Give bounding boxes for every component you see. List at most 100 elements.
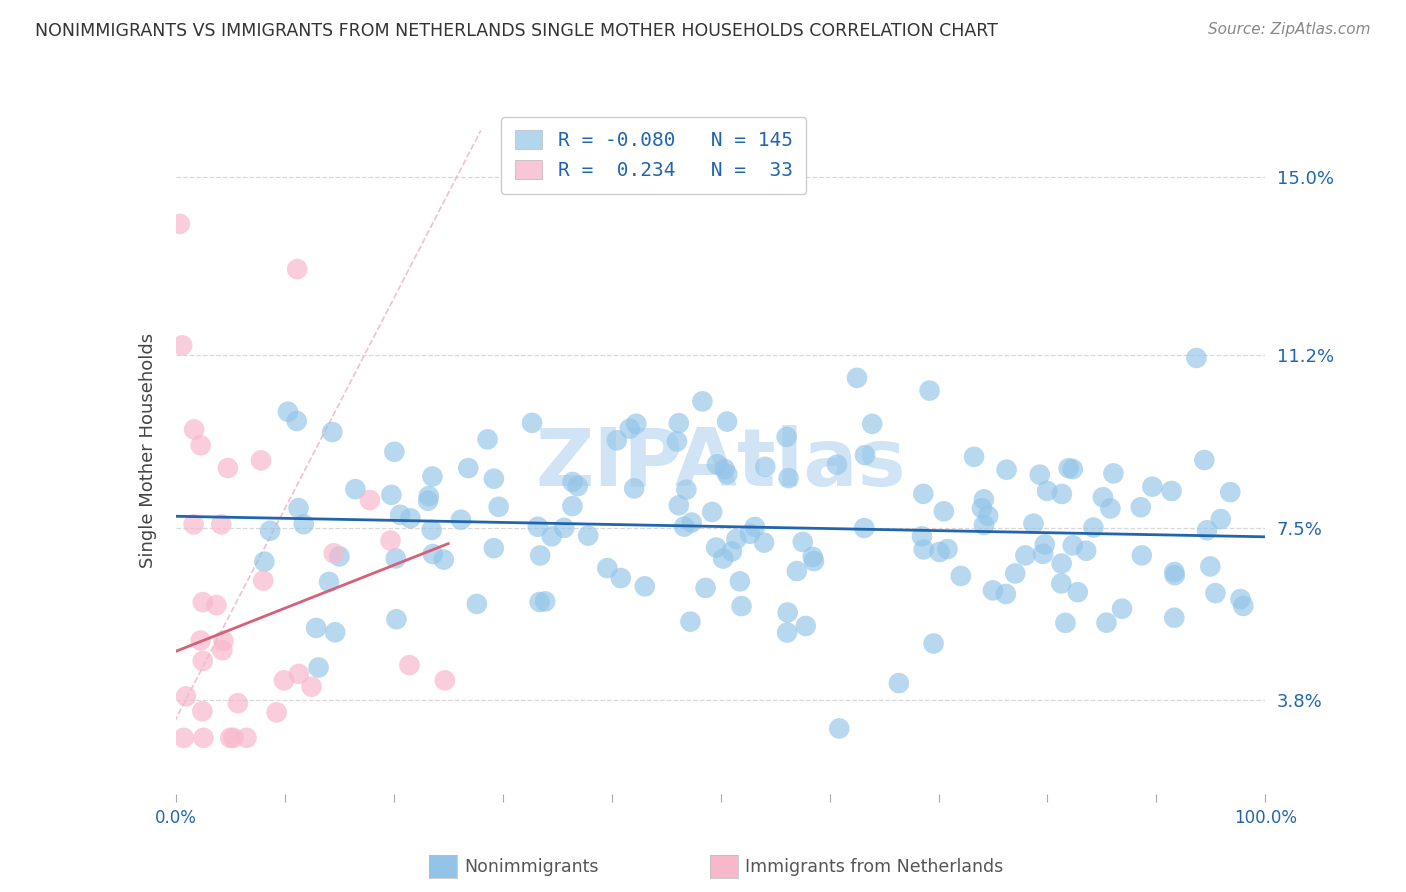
Point	[534, 594, 557, 608]
Point	[1083, 520, 1105, 534]
Point	[794, 619, 817, 633]
Point	[977, 508, 1000, 523]
Point	[318, 574, 340, 589]
Point	[226, 696, 249, 710]
Point	[540, 529, 562, 543]
Point	[704, 541, 727, 555]
Point	[328, 549, 350, 564]
Point	[529, 595, 551, 609]
Point	[668, 498, 690, 512]
Point	[936, 542, 959, 557]
Point	[912, 542, 935, 557]
Point	[1219, 485, 1241, 500]
Point	[1185, 351, 1208, 365]
Point	[1076, 543, 1098, 558]
Point	[183, 422, 205, 436]
Point	[1163, 565, 1185, 579]
Point	[846, 371, 869, 385]
Point	[359, 493, 381, 508]
Point	[619, 422, 641, 436]
Point	[416, 493, 439, 508]
Point	[695, 581, 717, 595]
Point	[382, 444, 405, 458]
Point	[190, 438, 212, 452]
Text: Source: ZipAtlas.com: Source: ZipAtlas.com	[1208, 22, 1371, 37]
Point	[1194, 453, 1216, 467]
Point	[219, 731, 242, 745]
Point	[928, 545, 950, 559]
Point	[754, 459, 776, 474]
Point	[828, 722, 851, 736]
Point	[692, 394, 714, 409]
Point	[252, 574, 274, 588]
Point	[287, 501, 309, 516]
Point	[433, 673, 456, 688]
Point	[1142, 480, 1164, 494]
Point	[1067, 585, 1090, 599]
Point	[711, 551, 734, 566]
Point	[172, 338, 194, 352]
Point	[567, 479, 589, 493]
Point	[634, 579, 657, 593]
Point	[673, 519, 696, 533]
Point	[716, 415, 738, 429]
Point	[721, 544, 744, 558]
Point	[1163, 611, 1185, 625]
Point	[183, 517, 205, 532]
Legend: R = -0.080   N = 145, R =  0.234   N =  33: R = -0.080 N = 145, R = 0.234 N = 33	[502, 117, 807, 194]
Point	[776, 606, 799, 620]
Point	[713, 462, 735, 476]
Point	[963, 450, 986, 464]
Point	[266, 706, 288, 720]
Point	[1022, 516, 1045, 531]
Point	[173, 731, 195, 745]
Point	[626, 417, 648, 431]
Point	[995, 463, 1018, 477]
Point	[308, 660, 330, 674]
Point	[738, 526, 761, 541]
Point	[778, 471, 800, 485]
Point	[668, 416, 690, 430]
Point	[253, 555, 276, 569]
Point	[973, 518, 995, 533]
Point	[344, 482, 367, 496]
Point	[285, 414, 308, 428]
Point	[1032, 547, 1054, 561]
Point	[1014, 549, 1036, 563]
Point	[911, 529, 934, 543]
Point	[994, 587, 1017, 601]
Point	[520, 416, 543, 430]
Point	[1129, 500, 1152, 515]
Y-axis label: Single Mother Households: Single Mother Households	[139, 333, 157, 568]
Point	[970, 501, 993, 516]
Point	[422, 469, 444, 483]
Point	[932, 504, 955, 518]
Point	[323, 625, 346, 640]
Point	[465, 597, 488, 611]
Point	[380, 488, 402, 502]
Point	[792, 535, 814, 549]
Point	[1050, 557, 1073, 571]
Point	[457, 461, 479, 475]
Point	[1062, 538, 1084, 552]
Point	[973, 492, 995, 507]
Point	[385, 612, 408, 626]
Point	[752, 535, 775, 549]
Point	[825, 458, 848, 472]
Point	[853, 521, 876, 535]
Point	[450, 513, 472, 527]
Point	[610, 571, 633, 585]
Point	[211, 643, 233, 657]
Point	[730, 599, 752, 613]
Point	[1062, 462, 1084, 476]
Point	[285, 262, 308, 277]
Point	[706, 458, 728, 472]
Point	[384, 551, 406, 566]
Point	[702, 505, 724, 519]
Point	[273, 673, 295, 688]
Point	[1050, 576, 1073, 591]
Point	[801, 549, 824, 564]
Point	[606, 434, 628, 448]
Point	[191, 654, 214, 668]
Point	[561, 475, 583, 489]
